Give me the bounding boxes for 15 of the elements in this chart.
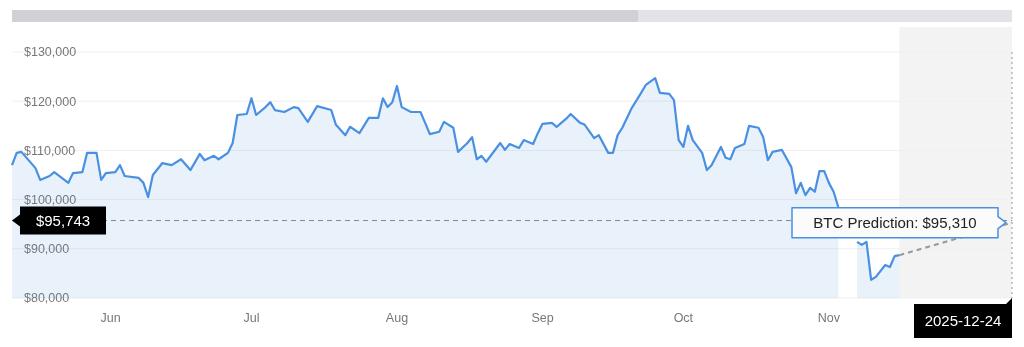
y-tick-label: $120,000 xyxy=(24,94,77,109)
annotation: BTC Prediction: $95,310 xyxy=(813,213,977,231)
ref-line-label: $95,743 xyxy=(35,211,91,229)
y-tick-label: $100,000 xyxy=(24,192,77,207)
x-tick-label: Nov xyxy=(817,311,841,325)
y-tick-label: $130,000 xyxy=(24,45,77,60)
ref-line-label: 2025-12-24 xyxy=(924,312,1002,330)
x-tick-label: Oct xyxy=(673,311,694,325)
y-tick-label: $110,000 xyxy=(24,143,76,158)
x-tick-label: Aug xyxy=(385,311,409,325)
y-tick-label: $80,000 xyxy=(24,291,70,306)
x-tick-label: Jul xyxy=(243,311,260,325)
y-tick-label: $90,000 xyxy=(24,242,70,257)
x-tick-label: Sep xyxy=(531,311,554,325)
x-tick-label: Jun xyxy=(100,311,121,325)
